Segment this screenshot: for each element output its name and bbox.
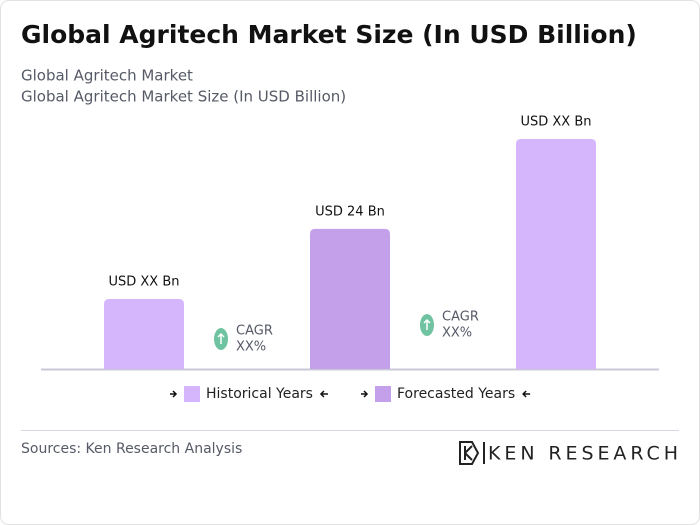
legend-swatch [375, 386, 391, 402]
legend-swatch [184, 386, 200, 402]
cagr-label: CAGR [236, 324, 273, 339]
legend-arrow [522, 390, 531, 398]
subtitle: Global Agritech Market Size (In USD Bill… [21, 88, 346, 106]
legend-arrow [170, 390, 178, 398]
cagr-arrow [217, 332, 225, 344]
bar [516, 139, 596, 369]
value-label: USD XX Bn [108, 274, 179, 289]
cagr-arrow [423, 318, 431, 330]
legend-label: Historical Years [206, 386, 313, 402]
legend-label: Forecasted Years [397, 386, 515, 402]
bar [104, 298, 184, 369]
logo-icon [459, 441, 485, 465]
cagr-label: CAGR [442, 310, 479, 325]
legend-arrow [319, 390, 328, 398]
subtitle: Global Agritech Market [21, 67, 193, 85]
cagr-value: XX% [442, 326, 472, 341]
chart-title: Global Agritech Market Size (In USD Bill… [21, 20, 637, 49]
value-label: USD XX Bn [520, 115, 591, 130]
value-label: USD 24 Bn [315, 204, 385, 219]
legend-arrow [361, 390, 369, 398]
bar [310, 228, 390, 369]
source: Sources: Ken Research Analysis [21, 441, 242, 457]
cagr-value: XX% [236, 340, 266, 355]
